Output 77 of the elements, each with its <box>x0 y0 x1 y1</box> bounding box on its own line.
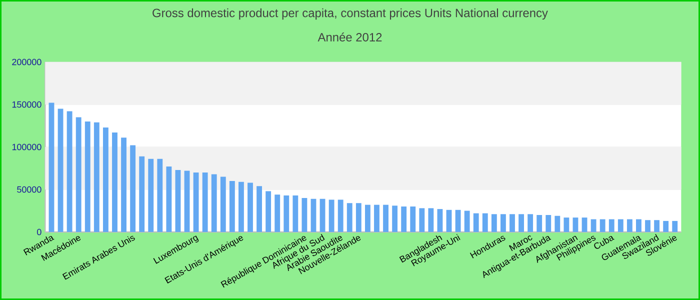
bar <box>284 195 290 232</box>
y-tick-label: 200000 <box>12 58 42 66</box>
chart-title: Gross domestic product per capita, constant prices Units National currency <box>152 8 548 20</box>
chart-subtitle: Année 2012 <box>318 32 382 42</box>
bar <box>256 186 262 232</box>
bar <box>338 200 344 232</box>
bar <box>446 210 452 232</box>
bar <box>202 172 208 232</box>
bar <box>464 210 470 232</box>
bar <box>572 218 578 232</box>
bar <box>121 138 126 232</box>
bar <box>564 218 570 232</box>
bar <box>175 170 181 232</box>
bar <box>220 176 226 232</box>
y-tick-label: 100000 <box>12 144 42 150</box>
bar <box>410 206 416 232</box>
bar <box>274 194 280 232</box>
bar <box>536 215 542 232</box>
bar <box>302 198 308 232</box>
bar <box>66 111 72 232</box>
bar <box>455 210 461 232</box>
bar <box>473 213 479 232</box>
y-tick-label: 50000 <box>17 186 42 193</box>
bar <box>320 198 326 232</box>
y-tick-label: 0 <box>37 228 42 236</box>
bar <box>374 204 380 232</box>
bar <box>166 166 172 232</box>
bar <box>211 174 217 232</box>
bar <box>148 158 154 232</box>
bar <box>364 204 370 232</box>
bar <box>600 219 606 232</box>
bar <box>248 182 253 232</box>
bar <box>102 127 108 232</box>
bar <box>346 203 352 232</box>
bar <box>546 215 552 232</box>
bar <box>266 191 272 232</box>
bar <box>500 214 506 232</box>
bar <box>428 208 434 232</box>
bar <box>510 214 515 232</box>
bar <box>654 220 660 232</box>
bar <box>401 206 407 232</box>
bar <box>112 132 118 232</box>
bar <box>618 219 624 232</box>
bar <box>590 219 596 232</box>
bar <box>48 102 54 232</box>
bar <box>383 204 388 232</box>
bar <box>482 213 488 232</box>
bar <box>157 158 163 232</box>
bar <box>356 203 362 232</box>
bar <box>419 208 425 232</box>
bar <box>130 145 136 232</box>
bar <box>672 220 678 232</box>
bar <box>229 181 235 232</box>
bar <box>554 216 560 232</box>
bar <box>491 214 497 232</box>
bar <box>292 195 298 232</box>
bar <box>238 182 244 232</box>
bar <box>139 156 145 232</box>
bar <box>645 220 650 232</box>
bar <box>328 200 334 232</box>
bar <box>636 219 642 232</box>
bar <box>608 219 614 232</box>
y-tick-label: 150000 <box>12 101 42 108</box>
bar <box>437 209 443 232</box>
bar <box>193 172 199 232</box>
bar <box>518 214 524 232</box>
bar <box>76 117 82 232</box>
bar <box>94 122 100 232</box>
bar <box>58 108 64 232</box>
bar <box>184 170 190 232</box>
bar <box>663 220 669 232</box>
bar <box>392 206 398 232</box>
bar <box>626 219 632 232</box>
bar <box>582 218 588 232</box>
bar <box>84 122 90 232</box>
bar <box>310 198 316 232</box>
bar <box>528 214 534 232</box>
